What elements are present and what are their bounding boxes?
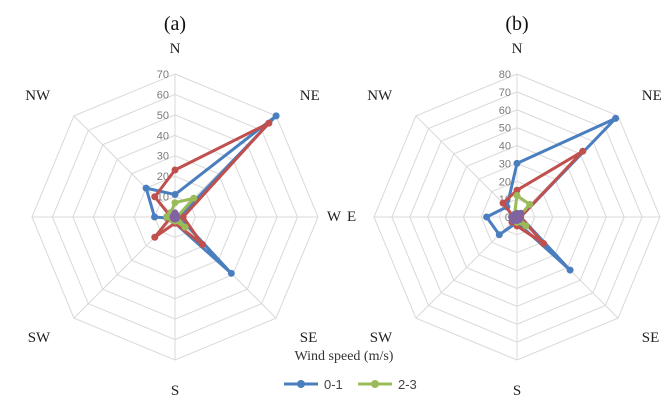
series-point <box>499 199 507 207</box>
legend-swatch-marker <box>371 380 379 388</box>
radial-tick-label: 40 <box>157 130 169 142</box>
series-point <box>171 199 179 207</box>
direction-label-s: S <box>513 383 521 399</box>
series-point <box>510 210 518 218</box>
series-point <box>483 213 491 221</box>
series-point <box>272 112 280 120</box>
series-point <box>198 240 206 248</box>
series-point <box>566 266 574 274</box>
series-series-2 <box>151 119 273 248</box>
direction-label-nw: NW <box>367 88 393 104</box>
direction-label-nw: NW <box>25 88 51 104</box>
series-point <box>151 213 159 221</box>
series-point <box>513 186 521 194</box>
direction-label-w: W <box>327 209 342 225</box>
legend: Wind speed (m/s) 0-1 2-3 <box>284 349 417 392</box>
series-point <box>151 193 159 201</box>
series-point <box>540 240 548 248</box>
direction-label-se: SE <box>642 330 660 346</box>
series-point <box>612 114 620 122</box>
direction-label-sw: SW <box>28 330 51 346</box>
legend-title: Wind speed (m/s) <box>295 349 394 364</box>
radial-tick-label: 60 <box>499 105 511 117</box>
series-point <box>142 184 150 192</box>
radar-panel-a: (a)010203040506070NNEESESSWWNW <box>25 13 356 399</box>
series-point <box>170 212 178 220</box>
direction-label-ne: NE <box>642 88 662 104</box>
legend-entry: 2-3 <box>398 377 417 392</box>
radial-tick-label: 60 <box>157 89 169 101</box>
direction-label-sw: SW <box>370 330 393 346</box>
series-series-4 <box>508 209 525 225</box>
series-point <box>513 159 521 167</box>
direction-label-ne: NE <box>300 88 320 104</box>
radial-tick-label: 10 <box>157 192 169 204</box>
series-point <box>522 222 530 230</box>
series-point <box>179 213 187 221</box>
series-point <box>181 223 189 231</box>
radial-tick-label: 20 <box>499 176 511 188</box>
direction-label-n: N <box>170 41 181 57</box>
radial-tick-label: 40 <box>499 141 511 153</box>
direction-label-se: SE <box>300 330 318 346</box>
series-point <box>227 269 235 277</box>
radial-tick-label: 50 <box>157 110 169 122</box>
series-point <box>495 231 503 239</box>
radial-tick-label: 30 <box>157 151 169 163</box>
series-point <box>151 233 159 241</box>
panel-label: (b) <box>505 13 528 35</box>
series-point <box>526 200 534 208</box>
grid-spoke <box>415 115 518 218</box>
radial-tick-label: 70 <box>157 69 169 81</box>
series-point <box>265 119 273 127</box>
direction-label-s: S <box>171 383 179 399</box>
radial-tick-label: 80 <box>499 69 511 81</box>
panel-label: (a) <box>164 13 186 35</box>
legend-entry: 0-1 <box>324 377 343 392</box>
legend-swatch-marker <box>297 380 305 388</box>
series-series-2 <box>499 147 587 248</box>
radial-tick-label: 70 <box>499 87 511 99</box>
direction-label-e: E <box>347 209 356 225</box>
radial-tick-label: 30 <box>499 158 511 170</box>
series-point <box>171 166 179 174</box>
radial-tick-label: 0 <box>505 212 511 224</box>
radar-panel-b: (b)01020304050607080NNEESESSWWNW <box>327 13 662 399</box>
series-point <box>190 194 198 202</box>
series-point <box>513 192 521 200</box>
series-point <box>171 191 179 199</box>
radial-tick-label: 50 <box>499 123 511 135</box>
series-series-4 <box>169 209 181 223</box>
series-point <box>579 147 587 155</box>
direction-label-n: N <box>512 41 523 57</box>
